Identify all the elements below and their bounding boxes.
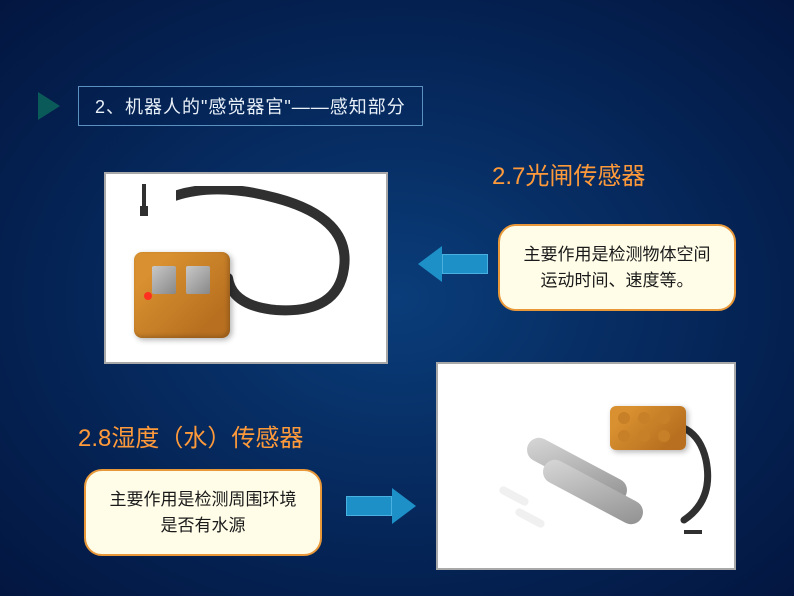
stud-icon xyxy=(638,430,650,442)
stud-icon xyxy=(658,412,670,424)
arrow-right-icon xyxy=(346,488,416,524)
stud-icon xyxy=(638,412,650,424)
sensor-body xyxy=(610,406,686,450)
sensor-image-2 xyxy=(436,362,736,570)
sensor-number: 2.7 xyxy=(492,163,525,190)
triangle-icon xyxy=(38,92,60,120)
sensor-title-2: 2.8湿度（水）传感器 xyxy=(78,418,303,453)
header-row: 2、机器人的"感觉器官"——感知部分 xyxy=(38,86,423,126)
sensor-name: 湿度（水）传感器 xyxy=(111,425,303,452)
sensor-title-1: 2.7光闸传感器 xyxy=(492,156,645,191)
sensor-name: 光闸传感器 xyxy=(525,163,645,190)
led-icon xyxy=(144,292,152,300)
sensor-button-icon xyxy=(152,266,176,294)
section-header: 2、机器人的"感觉器官"——感知部分 xyxy=(78,86,423,126)
audio-jack-icon xyxy=(684,530,702,534)
sensor-image-1 xyxy=(104,172,388,364)
sensor-button-icon xyxy=(186,266,210,294)
stud-icon xyxy=(618,412,630,424)
sensor-number: 2.8 xyxy=(78,425,111,452)
stud-icon xyxy=(658,430,670,442)
probe-tip-icon xyxy=(498,485,530,507)
sensor-description-1: 主要作用是检测物体空间运动时间、速度等。 xyxy=(498,224,736,311)
sensor-description-2: 主要作用是检测周围环境是否有水源 xyxy=(84,469,322,556)
audio-jack-icon xyxy=(142,184,146,206)
light-gate-sensor-illustration xyxy=(106,174,386,362)
arrow-left-icon xyxy=(418,246,488,282)
stud-icon xyxy=(618,430,630,442)
probe-tip-icon xyxy=(514,507,546,529)
humidity-sensor-illustration xyxy=(438,364,734,568)
